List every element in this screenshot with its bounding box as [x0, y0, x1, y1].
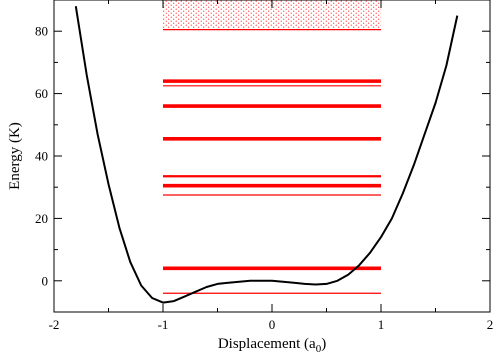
- y-tick-label: 60: [35, 86, 48, 101]
- x-tick-label: 1: [378, 317, 385, 332]
- y-tick-label: 20: [35, 211, 48, 226]
- potential-curve: [74, 6, 459, 304]
- x-tick-label: 0: [269, 317, 276, 332]
- x-tick-label: -2: [49, 317, 60, 332]
- x-tick-label: 2: [487, 317, 494, 332]
- plot-frame: [53, 0, 491, 313]
- x-tick-label: -1: [158, 317, 169, 332]
- y-tick-label: 40: [35, 149, 48, 164]
- y-axis-label: Energy (K): [7, 122, 23, 190]
- plot-area: [74, 0, 459, 304]
- x-axis-label: Displacement (a0): [218, 336, 326, 355]
- y-tick-label: 0: [42, 273, 49, 288]
- y-tick-label: 80: [35, 24, 48, 39]
